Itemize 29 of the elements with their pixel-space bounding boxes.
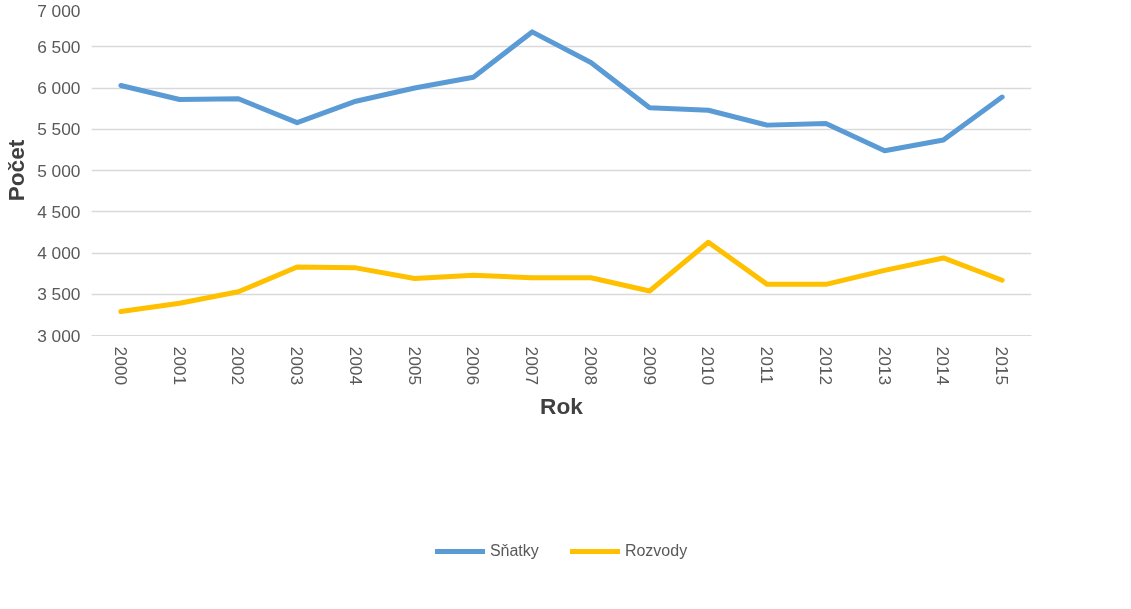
y-tick-label: 6 000	[37, 78, 81, 98]
y-tick-label: 7 000	[37, 0, 81, 21]
x-axis-title: Rok	[540, 393, 584, 420]
x-tick-label: 2001	[169, 346, 190, 386]
y-tick-label: 5 500	[37, 119, 81, 140]
x-tick-label: 2002	[228, 346, 249, 386]
x-tick-label: 2015	[992, 346, 1013, 386]
y-tick-label: 6 500	[37, 36, 81, 57]
x-tick-label: 2004	[345, 346, 366, 386]
x-tick-label: 2008	[580, 346, 601, 386]
legend-label: Rozvody	[624, 540, 688, 561]
x-tick-label: 2003	[287, 346, 308, 386]
x-tick-label: 2006	[463, 346, 484, 386]
y-axis-title: Počet	[3, 139, 30, 202]
x-tick-label: 2005	[404, 346, 425, 386]
x-tick-label: 2011	[757, 346, 778, 384]
legend-label: Sňatky	[489, 540, 540, 561]
x-tick-label: 2000	[110, 346, 131, 386]
x-tick-label: 2013	[874, 346, 895, 386]
y-tick-label: 3 500	[37, 284, 81, 305]
x-tick-label: 2007	[522, 346, 543, 386]
y-tick-label: 4 000	[37, 243, 81, 263]
x-tick-label: 2009	[639, 346, 660, 386]
x-tick-label: 2012	[815, 346, 836, 386]
x-tick-label: 2010	[698, 346, 719, 386]
x-tick-label: 2014	[933, 346, 954, 386]
y-tick-label: 3 000	[37, 325, 81, 346]
y-tick-label: 4 500	[37, 201, 81, 222]
y-tick-label: 5 000	[37, 160, 81, 181]
